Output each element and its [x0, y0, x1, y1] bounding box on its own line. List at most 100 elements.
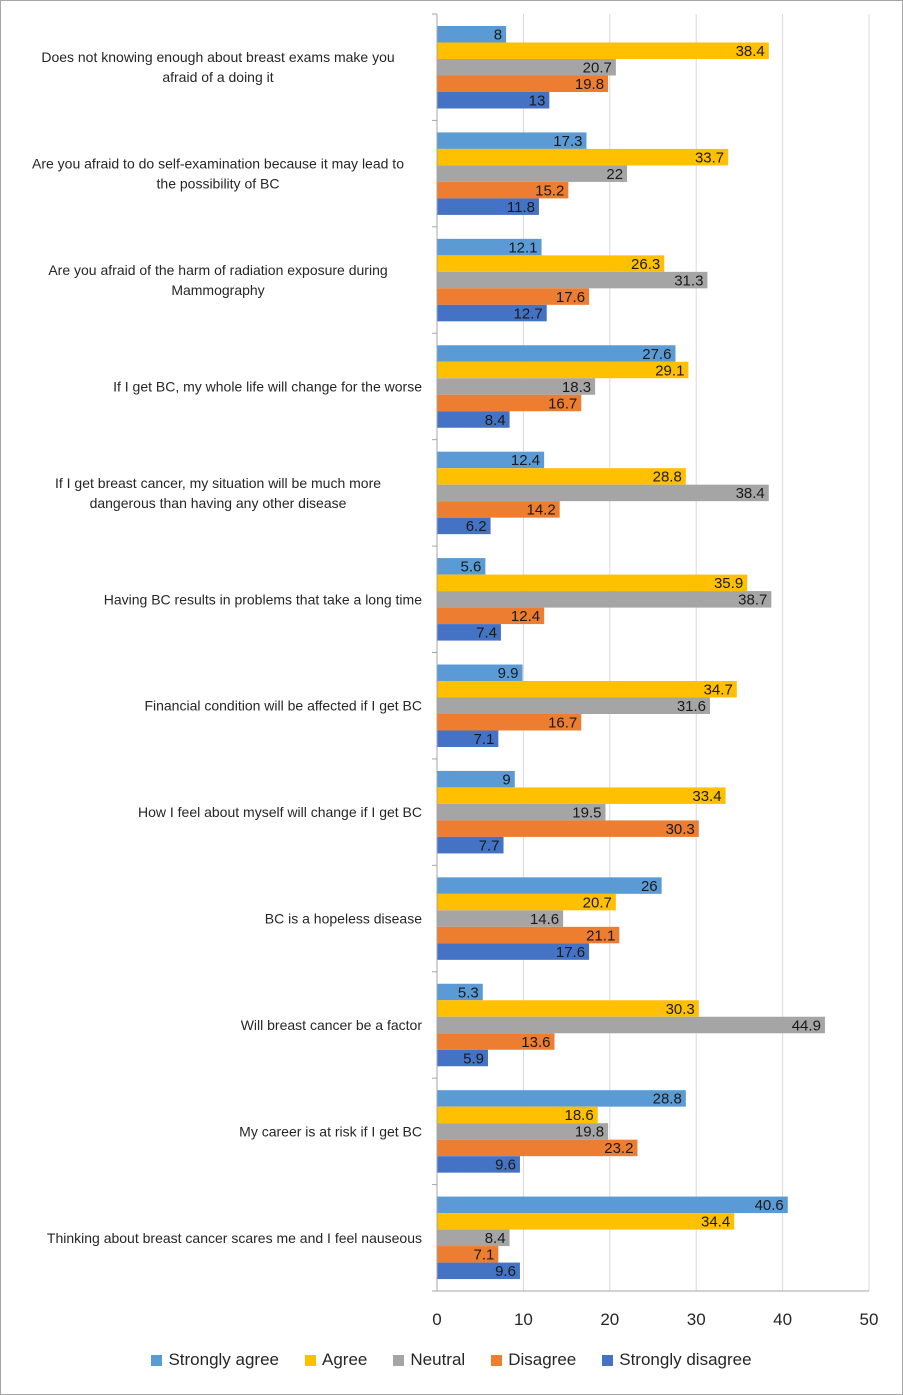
bar	[437, 255, 665, 272]
category-label: Thinking about breast cancer scares me a…	[47, 1230, 422, 1246]
bar	[437, 910, 564, 927]
bar	[437, 1016, 825, 1034]
legend-label: Disagree	[508, 1350, 577, 1369]
data-label: 8.4	[485, 1230, 506, 1247]
data-label: 11.8	[507, 199, 535, 216]
bar	[437, 697, 711, 714]
bar	[437, 607, 545, 625]
bar	[437, 1049, 488, 1067]
data-label: 8.4	[485, 412, 506, 429]
bar	[437, 501, 560, 518]
data-label: 19.8	[575, 76, 604, 93]
bar	[437, 1213, 735, 1230]
x-tick-label: 30	[687, 1310, 706, 1329]
data-label: 6.2	[466, 518, 487, 535]
chart-legend: Strongly agree Agree Neutral Disagree Strong…	[0, 1350, 903, 1370]
bar	[437, 558, 486, 575]
legend-item: Agree	[305, 1350, 367, 1370]
data-label: 38.4	[736, 43, 765, 60]
bar	[437, 730, 499, 747]
bar	[437, 411, 510, 428]
bar	[437, 75, 609, 92]
data-label: 23.2	[604, 1140, 633, 1157]
data-label: 14.2	[526, 502, 555, 519]
data-label: 22	[606, 166, 623, 183]
bar	[437, 468, 686, 485]
bar	[437, 484, 769, 502]
bar	[437, 1033, 555, 1050]
bar	[437, 132, 587, 149]
bar	[437, 165, 628, 182]
data-label: 19.5	[572, 804, 601, 821]
legend-swatch	[151, 1354, 163, 1366]
data-label: 9.6	[495, 1157, 516, 1174]
data-label: 34.4	[701, 1214, 730, 1231]
data-label: 7.1	[473, 731, 494, 748]
legend-swatch	[305, 1354, 317, 1366]
bar	[437, 591, 772, 608]
category-label: Will breast cancer be a factor	[241, 1017, 423, 1033]
data-label: 19.8	[575, 1124, 604, 1141]
category-label: afraid of a doing it	[162, 69, 273, 85]
bar	[437, 361, 689, 379]
data-label: 14.6	[530, 911, 559, 928]
data-label: 20.7	[583, 894, 612, 911]
x-tick-label: 20	[600, 1310, 619, 1329]
data-label: 38.4	[736, 485, 765, 502]
data-label: 7.7	[479, 837, 500, 854]
category-label: the possibility of BC	[157, 176, 280, 192]
data-label: 33.4	[692, 788, 721, 805]
bar	[437, 787, 726, 804]
data-label: 12.4	[511, 452, 540, 469]
bar	[437, 517, 491, 535]
data-label: 9.9	[498, 665, 519, 682]
data-label: 30.3	[666, 821, 695, 838]
data-label: 44.9	[792, 1017, 821, 1034]
data-label: 34.7	[704, 682, 733, 699]
data-label: 26	[641, 878, 658, 895]
bar	[437, 271, 708, 289]
bar	[437, 1156, 520, 1173]
data-label: 13.6	[521, 1034, 550, 1051]
category-label: If I get breast cancer, my situation wil…	[55, 475, 381, 491]
category-label: Financial condition will be affected if …	[144, 698, 422, 714]
x-tick-label: 0	[432, 1310, 441, 1329]
x-tick-label: 40	[773, 1310, 792, 1329]
bar	[437, 1229, 510, 1247]
legend-swatch	[393, 1354, 405, 1366]
data-label: 29.1	[655, 362, 684, 379]
category-label: Does not knowing enough about breast exa…	[41, 49, 394, 65]
bar	[437, 983, 483, 1001]
data-label: 28.8	[653, 469, 682, 486]
bar	[437, 1123, 609, 1140]
bar	[437, 836, 504, 854]
data-label: 7.4	[476, 625, 497, 642]
bar	[437, 1246, 499, 1263]
bar	[437, 574, 748, 592]
bar	[437, 148, 729, 166]
data-label: 9	[502, 771, 510, 788]
legend-item: Strongly agree	[151, 1350, 279, 1370]
data-label: 30.3	[666, 1001, 695, 1018]
data-label: 12.1	[508, 239, 537, 256]
bar	[437, 820, 699, 837]
legend-label: Agree	[322, 1350, 368, 1369]
bar	[437, 926, 620, 944]
bar	[437, 304, 547, 322]
bar	[437, 624, 501, 641]
legend-item: Neutral	[393, 1350, 465, 1370]
data-label: 12.4	[511, 608, 540, 625]
data-label: 20.7	[583, 60, 612, 77]
category-label: Are you afraid of the harm of radiation …	[48, 262, 387, 278]
bar	[437, 345, 676, 362]
bar	[437, 288, 590, 305]
data-label: 17.6	[556, 944, 585, 961]
category-label: BC is a hopeless disease	[265, 911, 422, 927]
data-label: 40.6	[755, 1197, 784, 1214]
bar	[437, 1196, 788, 1214]
data-label: 31.3	[674, 272, 703, 289]
category-label: My career is at risk if I get BC	[239, 1123, 422, 1139]
bar	[437, 770, 515, 788]
bar	[437, 1139, 638, 1157]
category-label: If I get BC, my whole life will change f…	[113, 378, 422, 394]
